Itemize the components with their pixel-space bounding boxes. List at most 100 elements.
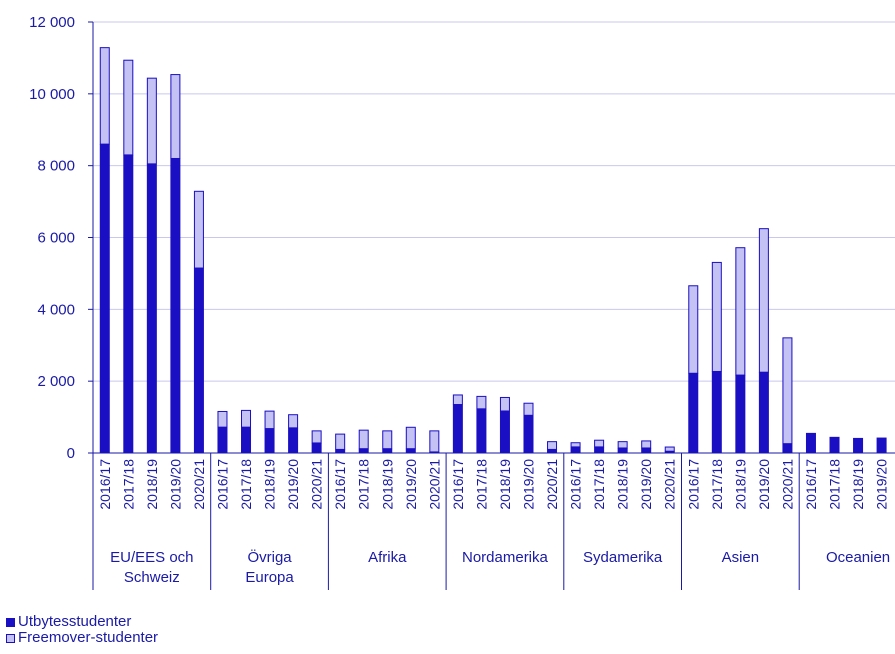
bar-utbytesstudenter <box>311 442 322 453</box>
group-label: Nordamerika <box>462 549 549 566</box>
bar-freemover-studenter <box>499 396 510 412</box>
gridlines <box>93 21 895 382</box>
x-tick-label: 2019/20 <box>520 459 536 510</box>
bar-freemover-studenter <box>594 439 605 448</box>
bar-utbytesstudenter <box>735 375 746 453</box>
group-label: Schweiz <box>124 569 180 586</box>
bar-freemover-studenter <box>382 430 393 450</box>
x-tick-label: 2018/19 <box>379 459 395 510</box>
bar-freemover-studenter <box>123 59 134 156</box>
x-tick-label: 2017/18 <box>591 459 607 510</box>
x-tick-label: 2018/19 <box>732 459 748 510</box>
y-tick-label: 12 000 <box>29 14 75 31</box>
bar-utbytesstudenter <box>782 443 793 453</box>
legend: Utbytesstudenter Freemover-studenter <box>6 614 158 646</box>
y-tick-label: 6 000 <box>37 230 75 247</box>
bar-utbytesstudenter <box>382 448 393 453</box>
bar-utbytesstudenter <box>123 154 134 453</box>
bar-utbytesstudenter <box>547 449 558 453</box>
bar-utbytesstudenter <box>452 404 463 453</box>
legend-swatch-utbytes <box>6 617 15 627</box>
bar-utbytesstudenter <box>523 415 534 453</box>
x-tick-label: 2019/20 <box>756 459 772 510</box>
bar-freemover-studenter <box>241 409 252 428</box>
bar-freemover-studenter <box>782 337 793 445</box>
group-label: Oceanien <box>826 549 890 566</box>
group-label: Europa <box>245 569 294 586</box>
bar-freemover-studenter <box>311 430 322 444</box>
bar-freemover-studenter <box>99 47 110 145</box>
bar-utbytesstudenter <box>146 163 157 453</box>
bar-utbytesstudenter <box>688 373 699 453</box>
bar-utbytesstudenter <box>664 451 675 453</box>
bar-utbytesstudenter <box>570 446 581 453</box>
bar-freemover-studenter <box>617 441 628 449</box>
y-tick-label: 10 000 <box>29 86 75 103</box>
x-tick-label: 2018/19 <box>144 459 160 510</box>
y-tick-labels: 0 2 000 4 000 6 000 8 000 10 000 12 000 <box>29 14 75 462</box>
bar-utbytesstudenter <box>711 371 722 453</box>
bar-utbytesstudenter <box>429 451 440 453</box>
x-tick-label: 2016/17 <box>332 459 348 510</box>
x-tick-label: 2017/18 <box>709 459 725 510</box>
bar-freemover-studenter <box>641 440 652 449</box>
y-tick-label: 8 000 <box>37 158 75 175</box>
bar-utbytesstudenter <box>193 268 204 453</box>
x-tick-label: 2018/19 <box>615 459 631 510</box>
legend-label-freemover: Freemover-studenter <box>18 629 159 646</box>
bar-utbytesstudenter <box>288 427 299 453</box>
bar-utbytesstudenter <box>594 446 605 453</box>
x-tick-label: 2016/17 <box>214 459 230 510</box>
bar-freemover-studenter <box>170 74 181 159</box>
x-tick-label: 2017/18 <box>238 459 254 510</box>
bar-freemover-studenter <box>429 430 440 453</box>
bar-utbytesstudenter <box>217 427 228 453</box>
bar-utbytesstudenter <box>499 410 510 453</box>
x-tick-label: 2016/17 <box>568 459 584 510</box>
x-tick-label: 2016/17 <box>97 459 113 510</box>
bar-utbytesstudenter <box>170 158 181 453</box>
bar-freemover-studenter <box>547 441 558 450</box>
x-tick-label: 2020/21 <box>191 459 207 510</box>
x-tick-label: 2020/21 <box>309 459 325 510</box>
x-tick-label: 2019/20 <box>167 459 183 510</box>
bar-utbytesstudenter <box>335 449 346 453</box>
bar-freemover-studenter <box>335 433 346 450</box>
x-tick-label: 2019/20 <box>403 459 419 510</box>
group-label: Sydamerika <box>583 549 663 566</box>
bar-freemover-studenter <box>405 426 416 450</box>
bar-freemover-studenter <box>711 261 722 372</box>
x-tick-label: 2020/21 <box>426 459 442 510</box>
bar-freemover-studenter <box>358 429 369 450</box>
x-tick-labels: 2016/17 2017/18 2018/19 2019/20 2020/21 2016/… <box>97 459 890 510</box>
bar-freemover-studenter <box>288 414 299 429</box>
bars <box>99 47 887 453</box>
bar-utbytesstudenter <box>99 144 110 453</box>
bar-freemover-studenter <box>688 285 699 374</box>
legend-swatch-freemover <box>6 633 15 643</box>
x-tick-label: 2017/18 <box>473 459 489 510</box>
bar-utbytesstudenter <box>853 437 864 453</box>
x-tick-label: 2016/17 <box>450 459 466 510</box>
bar-utbytesstudenter <box>758 372 769 453</box>
group-label: Asien <box>722 549 760 566</box>
x-tick-label: 2016/17 <box>685 459 701 510</box>
x-tick-label: 2018/19 <box>262 459 278 510</box>
y-tick-label: 4 000 <box>37 301 75 318</box>
group-label: EU/EES och <box>110 549 193 566</box>
legend-label-utbytes: Utbytesstudenter <box>18 613 132 630</box>
bar-freemover-studenter <box>193 190 204 269</box>
group-label: Övriga <box>247 548 292 566</box>
bar-freemover-studenter <box>570 442 581 448</box>
axes <box>88 21 895 590</box>
x-tick-label: 2018/19 <box>497 459 513 510</box>
bar-utbytesstudenter <box>829 436 840 453</box>
bar-freemover-studenter <box>452 394 463 406</box>
bar-utbytesstudenter <box>264 428 275 453</box>
x-tick-label: 2016/17 <box>803 459 819 510</box>
bar-utbytesstudenter <box>805 432 816 453</box>
x-tick-label: 2017/18 <box>120 459 136 510</box>
bar-utbytesstudenter <box>405 448 416 453</box>
bar-utbytesstudenter <box>241 427 252 453</box>
